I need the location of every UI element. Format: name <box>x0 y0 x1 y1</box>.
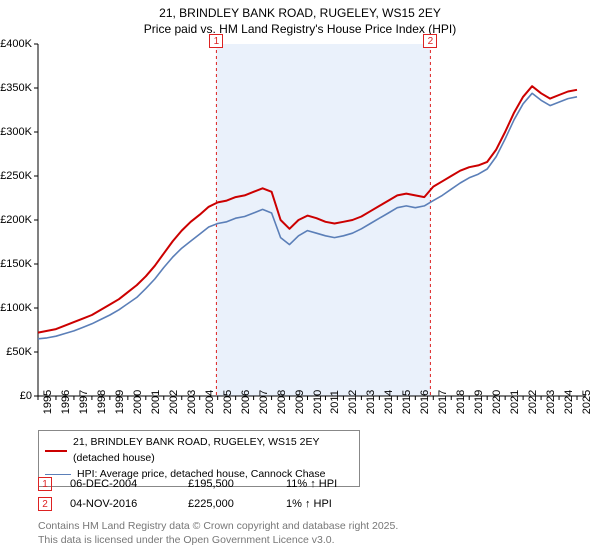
x-tick-label: 2015 <box>401 390 413 414</box>
x-tick-label: 2018 <box>455 390 467 414</box>
y-tick-label: £150K <box>0 258 32 270</box>
chart-area: £0£50K£100K£150K£200K£250K£300K£350K£400… <box>38 44 586 396</box>
legend-label: 21, BRINDLEY BANK ROAD, RUGELEY, WS15 2E… <box>73 435 353 467</box>
x-tick-label: 2019 <box>473 390 485 414</box>
y-tick-label: £350K <box>0 82 32 94</box>
x-tick-label: 2025 <box>581 390 593 414</box>
footer-attribution: Contains HM Land Registry data © Crown c… <box>38 520 398 547</box>
footer-line1: Contains HM Land Registry data © Crown c… <box>38 520 398 534</box>
x-tick-label: 2004 <box>204 390 216 414</box>
x-tick-label: 2014 <box>383 390 395 414</box>
x-tick-label: 2003 <box>186 390 198 414</box>
x-tick-label: 1997 <box>78 390 90 414</box>
sale-row: 1 06-DEC-2004 £195,500 11% ↑ HPI <box>38 474 366 494</box>
footer-line2: This data is licensed under the Open Gov… <box>38 534 398 548</box>
sales-table: 1 06-DEC-2004 £195,500 11% ↑ HPI 2 04-NOV-201… <box>38 474 366 514</box>
x-tick-label: 2024 <box>563 390 575 414</box>
chart-title-line1: 21, BRINDLEY BANK ROAD, RUGELEY, WS15 2E… <box>0 6 600 22</box>
x-tick-label: 2017 <box>437 390 449 414</box>
y-tick-label: £300K <box>0 126 32 138</box>
chart-title-line2: Price paid vs. HM Land Registry's House … <box>0 22 600 38</box>
x-tick-label: 2011 <box>329 390 341 414</box>
y-tick-label: £100K <box>0 302 32 314</box>
legend-swatch <box>45 450 67 452</box>
sale-row: 2 04-NOV-2016 £225,000 1% ↑ HPI <box>38 494 366 514</box>
sale-pct: 11% ↑ HPI <box>286 478 366 490</box>
x-tick-label: 1995 <box>42 390 54 414</box>
sale-date: 06-DEC-2004 <box>70 478 170 490</box>
x-tick-label: 1996 <box>60 390 72 414</box>
sale-row-marker: 1 <box>38 477 52 491</box>
x-tick-label: 1999 <box>114 390 126 414</box>
x-tick-label: 2023 <box>545 390 557 414</box>
x-tick-label: 2002 <box>168 390 180 414</box>
sale-row-marker: 2 <box>38 497 52 511</box>
x-tick-label: 2022 <box>527 390 539 414</box>
x-tick-label: 2005 <box>222 390 234 414</box>
sale-price: £195,500 <box>188 478 268 490</box>
x-tick-label: 2008 <box>276 390 288 414</box>
sale-pct: 1% ↑ HPI <box>286 498 366 510</box>
y-tick-label: £50K <box>6 346 32 358</box>
y-tick-label: £0 <box>20 390 32 402</box>
x-tick-label: 2007 <box>258 390 270 414</box>
x-tick-label: 2009 <box>294 390 306 414</box>
legend-item: 21, BRINDLEY BANK ROAD, RUGELEY, WS15 2E… <box>45 435 353 467</box>
sale-price: £225,000 <box>188 498 268 510</box>
y-tick-label: £400K <box>0 38 32 50</box>
x-tick-label: 2012 <box>347 390 359 414</box>
x-tick-label: 2021 <box>509 390 521 414</box>
sale-date: 04-NOV-2016 <box>70 498 170 510</box>
x-tick-label: 2010 <box>312 390 324 414</box>
x-tick-label: 2000 <box>132 390 144 414</box>
y-tick-label: £200K <box>0 214 32 226</box>
x-tick-label: 2020 <box>491 390 503 414</box>
y-tick-label: £250K <box>0 170 32 182</box>
x-tick-label: 2006 <box>240 390 252 414</box>
plot-svg <box>38 44 586 396</box>
x-tick-label: 2016 <box>419 390 431 414</box>
x-tick-label: 1998 <box>96 390 108 414</box>
x-tick-label: 2001 <box>150 390 162 414</box>
x-tick-label: 2013 <box>365 390 377 414</box>
